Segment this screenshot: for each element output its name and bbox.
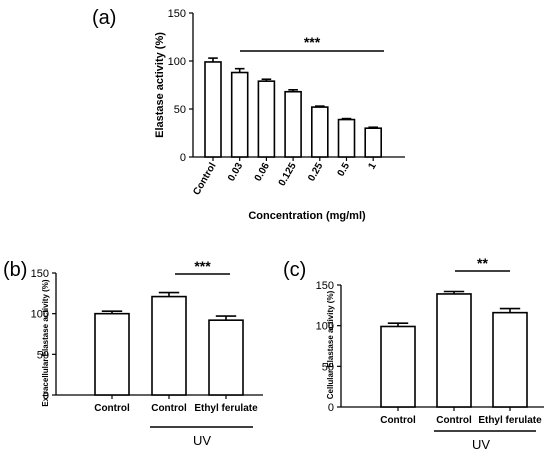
category-label: 0.5: [336, 161, 353, 179]
y-tick-label: 150: [168, 8, 186, 20]
y-tick-label: 0: [43, 390, 49, 402]
bar: [208, 319, 244, 396]
chart-panel-b: (b) Extracellular Elastase activity (%) …: [3, 258, 263, 448]
bar: [337, 118, 356, 158]
bar: [151, 295, 187, 396]
y-tick-label: 0: [328, 402, 334, 414]
chart-panel-c: (c) Cellular Elastase activity (%) UV 0 5…: [283, 255, 544, 452]
y-tick-label: 100: [316, 321, 334, 333]
significance-label: ***: [194, 258, 211, 274]
bar: [310, 106, 329, 158]
y-axis-label-a: Elastase activity (%): [154, 32, 166, 138]
category-label: Ethyl ferulate: [478, 415, 542, 426]
y-tick-label: 150: [316, 280, 334, 292]
category-label: Control: [151, 403, 187, 414]
bar: [364, 127, 383, 158]
y-axis-label-b: Extracellular Elastase activity (%): [41, 279, 50, 407]
y-tick-label: 150: [31, 268, 49, 280]
category-label: Ethyl ferulate: [194, 403, 258, 414]
category-label: 0.125: [277, 161, 299, 189]
y-tick-label: 50: [322, 361, 334, 373]
group-label-b: UV: [193, 433, 211, 448]
bar: [284, 90, 302, 158]
category-label: 1: [366, 161, 379, 172]
bar: [94, 312, 130, 396]
y-tick-label: 50: [37, 349, 49, 361]
category-label: Control: [94, 403, 130, 414]
chart-panel-a: (a) Elastase activity (%) Concentration …: [92, 7, 405, 222]
significance-label: ***: [304, 34, 321, 50]
y-tick-label: 0: [180, 152, 186, 164]
significance-label: **: [477, 255, 488, 271]
panel-label-b: (b): [3, 259, 27, 281]
bar: [436, 293, 472, 408]
category-label: 0.03: [226, 161, 245, 184]
bar: [257, 80, 276, 158]
y-tick-label: 100: [31, 309, 49, 321]
category-label: 0.25: [306, 161, 325, 184]
bar: [492, 311, 528, 408]
category-label: Control: [380, 415, 416, 426]
category-label: Control: [436, 415, 472, 426]
y-tick-label: 50: [174, 104, 186, 116]
bar: [204, 61, 222, 158]
category-label: 0.06: [253, 161, 272, 184]
panel-label-a: (a): [92, 7, 116, 29]
y-tick-label: 100: [168, 56, 186, 68]
group-label-c: UV: [472, 437, 490, 452]
bar: [380, 325, 416, 408]
panel-label-c: (c): [283, 259, 306, 281]
y-axis-label-c: Cellular Elastase activity (%): [326, 290, 335, 399]
x-axis-label-a: Concentration (mg/ml): [248, 210, 366, 222]
bar: [230, 71, 249, 158]
category-label: Control: [191, 161, 218, 197]
